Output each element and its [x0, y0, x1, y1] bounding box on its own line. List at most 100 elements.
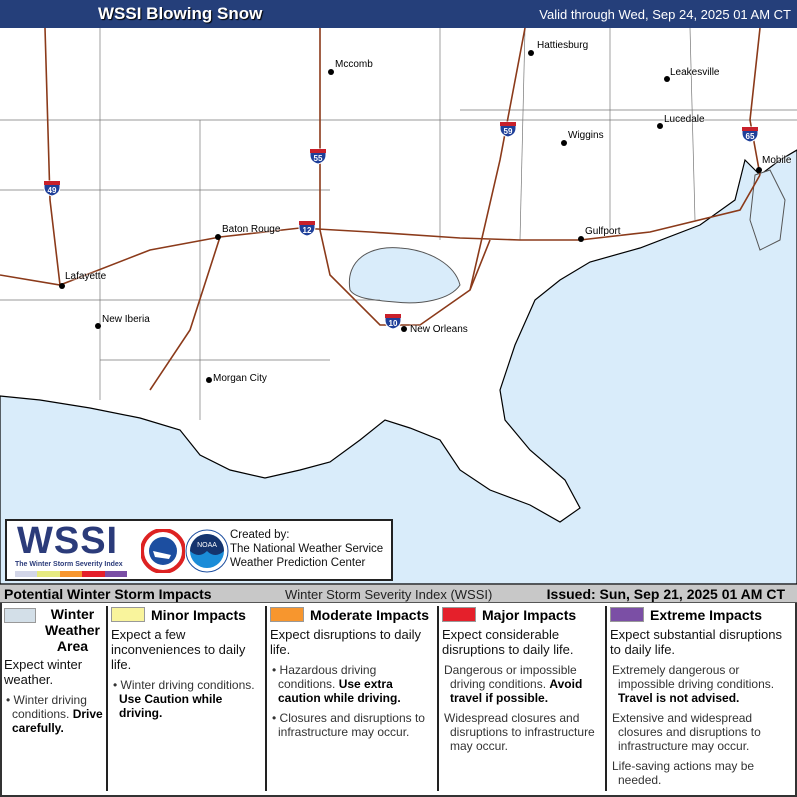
city-label: Hattiesburg [537, 40, 589, 51]
bullet-text: Winter driving conditions. [12, 693, 87, 721]
legend-expectation: Expect a few inconveniences to daily lif… [111, 627, 246, 672]
legend-swatch [4, 608, 36, 623]
impact-legend: Winter Weather Area Expect winter weather… [0, 603, 797, 797]
city-label: Gulfport [585, 226, 621, 237]
city-label: Lafayette [65, 271, 107, 282]
issued-time: Issued: Sun, Sep 21, 2025 01 AM CT [546, 586, 785, 602]
legend-category-moderate-impacts: Moderate Impacts Expect disruptions to da… [267, 603, 437, 793]
city-marker [657, 123, 663, 129]
legend-heading: Major Impacts [442, 606, 602, 624]
legend-bullet: • Closures and disruptions to infrastruc… [272, 711, 425, 739]
interstate-shield-icon: 49 [43, 178, 61, 197]
credits-text: Created by: The National Weather Service… [230, 528, 383, 570]
legend-category-minor-impacts: Minor Impacts Expect a few inconveniences… [108, 603, 265, 793]
wssi-subtitle: The Winter Storm Severity Index [15, 561, 123, 568]
city-marker [664, 76, 670, 82]
legend-swatch [111, 607, 145, 623]
svg-text:10: 10 [389, 319, 398, 328]
city-label: Wiggins [568, 130, 604, 141]
city-label: Mobile [762, 155, 792, 166]
legend-expectation: Expect disruptions to daily life. [270, 627, 422, 657]
legend-bullet: Dangerous or impossible driving conditio… [442, 663, 602, 705]
bullet-text: Extensive and widespread closures and di… [612, 711, 761, 753]
mobile-bay [749, 169, 786, 251]
bullet-emphasis: Drive carefully. [12, 707, 103, 735]
legend-bullet: Widespread closures and disruptions to i… [442, 711, 602, 753]
legend-bullet: Life-saving actions may be needed. [610, 759, 792, 787]
gulf-water [0, 149, 797, 585]
svg-text:65: 65 [746, 132, 755, 141]
city-marker [561, 140, 567, 146]
bullet-text: Extremely dangerous or impossible drivin… [612, 663, 775, 691]
city-marker [578, 236, 584, 242]
legend-expectation: Expect winter weather. [4, 657, 83, 687]
legend-bullet: Extensive and widespread closures and di… [610, 711, 792, 753]
bullet-text: Closures and disruptions to infrastructu… [278, 711, 425, 739]
bullet-text: Widespread closures and disruptions to i… [444, 711, 595, 753]
bullet-emphasis: Avoid travel if possible. [450, 677, 583, 705]
legend-category-major-impacts: Major Impacts Expect considerable disrupt… [439, 603, 605, 793]
legend-label: Major Impacts [482, 606, 577, 623]
credits-box: WSSI The Winter Storm Severity Index NOA… [5, 519, 393, 581]
map-base [0, 27, 797, 585]
city-label: Morgan City [213, 373, 267, 384]
legend-label: Moderate Impacts [310, 606, 430, 623]
city-marker [95, 323, 101, 329]
svg-text:49: 49 [48, 186, 57, 195]
legend-bullet: • Hazardous driving conditions. Use extr… [272, 663, 401, 705]
city-marker [215, 234, 221, 240]
svg-text:55: 55 [314, 154, 323, 163]
legend-category-winter-weather-area: Winter Weather Area Expect winter weather… [2, 603, 106, 793]
legend-heading: Moderate Impacts [270, 606, 434, 624]
nws-logo-icon [141, 529, 185, 573]
city-marker [328, 69, 334, 75]
bullet-emphasis: Use Caution while driving. [119, 692, 223, 720]
legend-expectation: Expect considerable disruptions to daily… [442, 627, 574, 657]
city-marker [401, 326, 407, 332]
city-label: New Orleans [410, 324, 468, 335]
lake-pontchartrain [348, 247, 461, 304]
legend-label: Winter Weather Area [45, 606, 100, 654]
interstate-shield-icon: 55 [309, 146, 327, 165]
interstate-shield-icon: 12 [298, 218, 316, 237]
bullet-text: Dangerous or impossible driving conditio… [444, 663, 577, 691]
valid-time: Valid through Wed, Sep 24, 2025 01 AM CT [539, 7, 791, 22]
city-label: New Iberia [102, 314, 150, 325]
header-bar: WSSI Blowing Snow Valid through Wed, Sep… [0, 0, 797, 28]
city-label: Mccomb [335, 59, 373, 70]
city-label: Leakesville [670, 67, 720, 78]
wssi-logo: WSSI [17, 520, 119, 562]
interstate-shield-icon: 59 [499, 119, 517, 138]
org-nws: The National Weather Service [230, 543, 384, 555]
interstate-shield-icon: 65 [741, 124, 759, 143]
svg-text:59: 59 [504, 127, 513, 136]
interstate-highways [0, 27, 761, 391]
created-by-label: Created by: [230, 529, 290, 541]
legend-index-name: Winter Storm Severity Index (WSSI) [285, 587, 493, 602]
legend-bullet: • Winter driving conditions. Use Caution… [113, 678, 255, 720]
bullet-text: Winter driving conditions. [120, 678, 255, 692]
legend-title-bar: Potential Winter Storm Impacts Winter St… [0, 584, 797, 603]
legend-swatch [270, 607, 304, 623]
bullet-emphasis: Use extra caution while driving. [278, 677, 401, 705]
city-marker [528, 50, 534, 56]
city-marker [756, 167, 762, 173]
bullet-emphasis: Travel is not advised. [618, 691, 740, 705]
city-marker [206, 377, 212, 383]
city-label: Baton Rouge [222, 224, 281, 235]
map: Hattiesburg Mccomb Leakesville Lucedale … [0, 27, 797, 585]
org-wpc: Weather Prediction Center [230, 557, 366, 569]
svg-text:NOAA: NOAA [197, 542, 217, 549]
svg-text:12: 12 [303, 226, 312, 235]
legend-bullet: • Winter driving conditions. Drive caref… [6, 693, 103, 735]
legend-swatch [442, 607, 476, 623]
bullet-text: Hazardous driving conditions. [278, 663, 377, 691]
city-marker [59, 283, 65, 289]
legend-heading: Winter Weather Area [4, 606, 105, 654]
map-title: WSSI Blowing Snow [98, 4, 263, 23]
legend-swatch [610, 607, 644, 623]
legend-heading: Extreme Impacts [610, 606, 792, 624]
legend-label: Minor Impacts [151, 606, 246, 623]
legend-bullet: Extremely dangerous or impossible drivin… [610, 663, 792, 705]
interstate-shield-icon: 10 [384, 311, 402, 330]
